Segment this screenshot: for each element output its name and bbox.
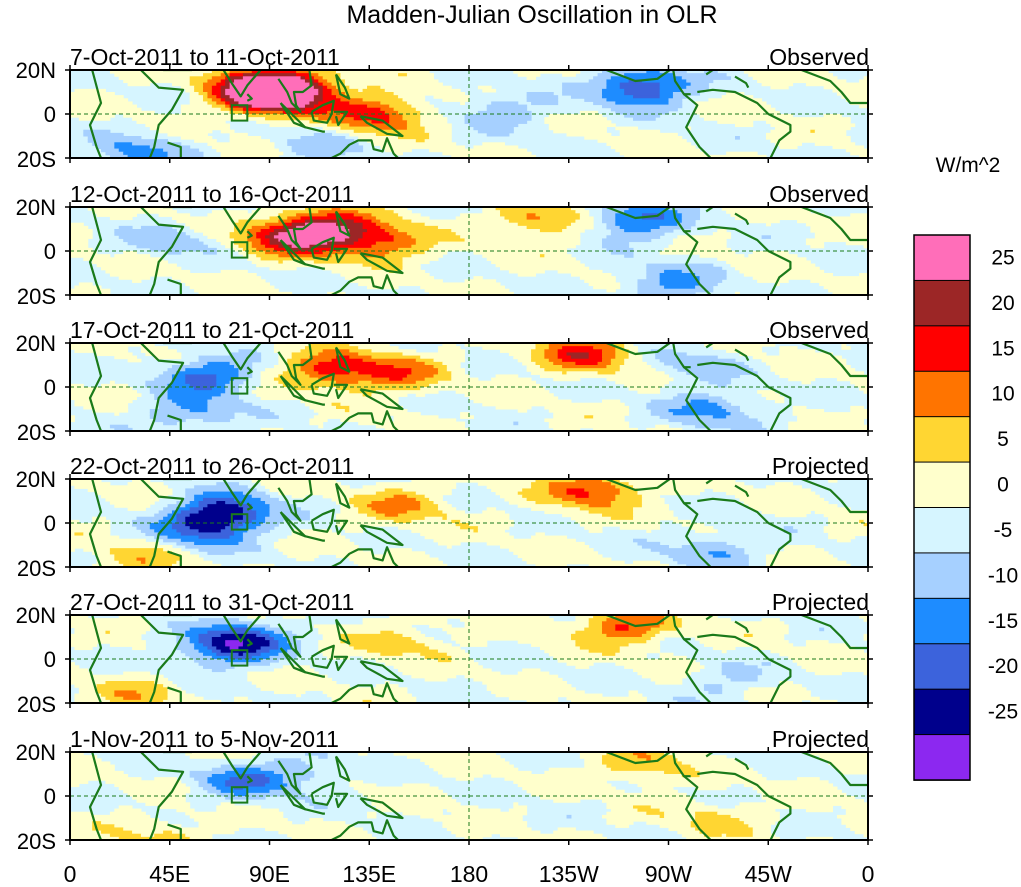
lat-tick-label: 20S: [17, 284, 56, 309]
panel-type-label: Projected: [772, 589, 869, 615]
colorbar-swatch: [913, 279, 971, 327]
lon-tick-label: 90W: [645, 861, 693, 887]
lon-tick-label: 180: [450, 861, 488, 887]
lat-tick-label: 20S: [17, 692, 56, 717]
map-panel-2: 20N 0 20S 12-Oct-2011 to 16-Oct-2011 Observe…: [16, 181, 873, 309]
lat-tick-label: 20N: [16, 467, 56, 492]
coastlines: [88, 207, 868, 295]
colorbar-swatch: [913, 688, 971, 736]
lat-tick-label: 0: [44, 239, 56, 264]
colorbar-level-label: 10: [991, 383, 1014, 406]
olr-anomaly-field: [70, 70, 868, 158]
panel-date-range: 12-Oct-2011 to 16-Oct-2011: [70, 181, 354, 207]
lat-tick-label: 0: [44, 511, 56, 536]
coastlines: [88, 343, 868, 431]
olr-anomaly-field: [70, 207, 868, 295]
coastlines: [88, 70, 868, 158]
lat-tick-label: 20S: [17, 556, 56, 581]
olr-anomaly-field: [70, 343, 868, 431]
colorbar-level-label: 20: [991, 292, 1014, 315]
colorbar-legend: 25 20 15 10 5 0 -5 -10 -15 -20 -25: [913, 234, 1018, 781]
colorbar-level-label: 5: [997, 428, 1009, 451]
colorbar-swatch: [913, 461, 971, 509]
map-panel-3: 20N 0 20S 17-Oct-2011 to 21-Oct-2011 Observe…: [16, 317, 873, 445]
longitude-axis: 0 45E 90E 135E 180 135W 90W 45W 0: [64, 861, 875, 887]
map-panel-1: 20N 0 20S 7-Oct-2011 to 11-Oct-2011 Observed: [16, 44, 873, 172]
reference-box: [230, 241, 249, 259]
colorbar-level-label: -20: [988, 655, 1018, 678]
lat-tick-label: 20N: [16, 58, 56, 83]
lat-tick-label: 20N: [16, 603, 56, 628]
lat-tick-label: 0: [44, 647, 56, 672]
lat-tick-label: 20N: [16, 331, 56, 356]
panel-date-range: 1-Nov-2011 to 5-Nov-2011: [70, 726, 339, 752]
colorbar-swatch: [913, 597, 971, 645]
colorbar-swatch: [913, 552, 971, 600]
lon-tick-label: 135E: [342, 861, 396, 887]
colorbar-swatch: [913, 325, 971, 373]
panel-type-label: Projected: [772, 453, 869, 479]
lat-tick-label: 0: [44, 784, 56, 809]
colorbar-units-label: W/m^2: [936, 154, 1001, 177]
colorbar-level-label: -15: [988, 610, 1018, 633]
colorbar-level-label: -5: [994, 519, 1013, 542]
olr-anomaly-field: [70, 479, 868, 567]
panel-date-range: 17-Oct-2011 to 21-Oct-2011: [70, 317, 354, 343]
panel-type-label: Observed: [769, 181, 869, 207]
lat-tick-label: 20S: [17, 829, 56, 854]
reference-box: [230, 649, 249, 667]
lon-tick-label: 0: [64, 861, 77, 887]
colorbar-swatch: [913, 370, 971, 418]
panel-date-range: 7-Oct-2011 to 11-Oct-2011: [70, 44, 340, 70]
colorbar-swatch: [913, 416, 971, 463]
coastlines: [88, 479, 868, 567]
colorbar-level-label: -10: [988, 564, 1018, 587]
colorbar-swatch: [913, 507, 971, 554]
panel-type-label: Projected: [772, 726, 869, 752]
map-panels: 20N 0 20S 7-Oct-2011 to 11-Oct-2011 Observed…: [16, 44, 873, 854]
olr-anomaly-field: [70, 752, 868, 840]
map-panel-4: 20N 0 20S 22-Oct-2011 to 26-Oct-2011 Project…: [16, 453, 873, 581]
colorbar-swatch: [913, 234, 971, 282]
reference-box: [230, 104, 249, 122]
colorbar-level-label: -25: [988, 701, 1018, 724]
olr-anomaly-field: [70, 615, 868, 703]
lon-tick-label: 135W: [539, 861, 599, 887]
colorbar-level-label: 25: [991, 246, 1014, 269]
colorbar-level-label: 15: [991, 337, 1014, 360]
panel-type-label: Observed: [769, 44, 869, 70]
lat-tick-label: 0: [44, 102, 56, 127]
lat-tick-label: 20S: [17, 420, 56, 445]
lat-tick-label: 20N: [16, 195, 56, 220]
colorbar-swatch: [913, 734, 971, 781]
lat-tick-label: 20S: [17, 147, 56, 172]
lon-tick-label: 45W: [745, 861, 793, 887]
reference-box: [230, 786, 249, 804]
reference-box: [230, 377, 249, 395]
colorbar-level-label: 0: [997, 474, 1009, 497]
panel-type-label: Observed: [769, 317, 869, 343]
map-panel-5: 20N 0 20S 27-Oct-2011 to 31-Oct-2011 Project…: [16, 589, 873, 717]
lon-tick-label: 0: [862, 861, 875, 887]
panel-date-range: 27-Oct-2011 to 31-Oct-2011: [70, 589, 354, 615]
lon-tick-label: 45E: [149, 861, 190, 887]
lat-tick-label: 20N: [16, 740, 56, 765]
lat-tick-label: 0: [44, 375, 56, 400]
reference-box: [230, 513, 249, 531]
lon-tick-label: 90E: [249, 861, 290, 887]
panel-date-range: 22-Oct-2011 to 26-Oct-2011: [70, 453, 354, 479]
chart-title: Madden-Julian Oscillation in OLR: [346, 1, 717, 29]
map-panel-6: 20N 0 20S 1-Nov-2011 to 5-Nov-2011 Projected: [16, 726, 873, 854]
colorbar-swatch: [913, 643, 971, 690]
coastlines: [88, 615, 868, 703]
